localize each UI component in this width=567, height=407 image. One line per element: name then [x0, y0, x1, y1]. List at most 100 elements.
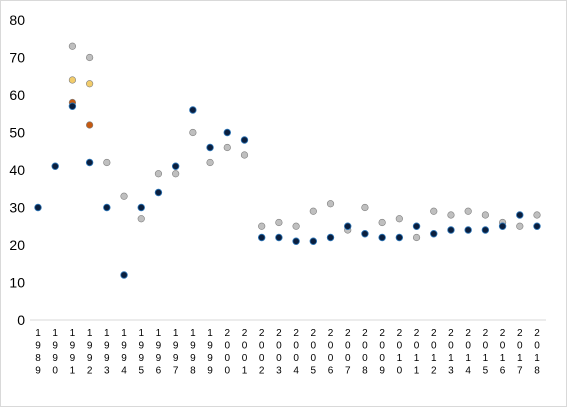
data-point-series-1: [378, 218, 386, 227]
data-point-series-4: [85, 158, 94, 167]
data-point-series-1: [223, 143, 231, 152]
y-tick-label: 20: [9, 237, 25, 253]
data-point-series-4: [498, 222, 507, 230]
y-tick-label: 30: [9, 200, 25, 216]
data-point-series-1: [430, 207, 438, 215]
y-tick-label: 80: [9, 12, 25, 28]
data-point-series-1: [516, 222, 524, 230]
data-point-series-4: [344, 222, 352, 230]
x-axis-ticks: 1 9 8 9 1 9 9 0 1 9 9 1 1 9 9 2 1 9 9 3 1 9 9 4 1 9 9 5 1 9 9 6 1 9 9 7 1 9 9 8…: [35, 328, 540, 377]
data-point-series-1: [154, 170, 163, 178]
data-point-series-4: [361, 230, 369, 238]
data-point-series-4: [206, 143, 214, 152]
data-point-series-4: [120, 271, 128, 279]
data-point-series-4: [533, 222, 541, 230]
data-point-series-1: [68, 42, 77, 50]
data-point-series-4: [240, 136, 249, 144]
data-point-series-1: [395, 215, 403, 223]
data-point-series-4: [257, 233, 266, 242]
data-point-series-4: [51, 162, 59, 170]
data-point-series-4: [171, 162, 180, 170]
data-point-series-4: [275, 233, 283, 242]
data-point-series-4: [309, 237, 318, 245]
y-tick-label: 60: [9, 87, 25, 103]
data-point-series-1: [258, 222, 266, 230]
data-point-series-1: [533, 211, 541, 219]
data-point-series-4: [154, 188, 163, 197]
data-point-series-1: [103, 158, 111, 167]
y-tick-label: 50: [9, 125, 25, 141]
data-points: [34, 42, 541, 279]
data-point-series-1: [86, 53, 94, 62]
y-tick-label: 70: [9, 50, 25, 66]
y-tick-label: 40: [9, 162, 25, 178]
data-point-series-4: [223, 128, 231, 137]
data-point-series-2: [68, 76, 77, 84]
data-point-series-1: [240, 151, 249, 159]
data-point-series-2: [86, 80, 94, 88]
data-point-series-4: [103, 203, 111, 212]
data-point-series-1: [172, 170, 180, 178]
data-point-series-1: [189, 128, 197, 137]
data-point-series-1: [464, 207, 472, 215]
y-tick-label: 10: [9, 275, 25, 291]
data-point-series-4: [378, 233, 386, 242]
data-point-series-1: [361, 203, 369, 212]
data-point-series-4: [430, 230, 438, 238]
data-point-series-1: [412, 233, 421, 242]
data-point-series-1: [275, 218, 283, 227]
data-point-series-4: [412, 222, 421, 230]
data-point-series-4: [447, 226, 455, 234]
data-point-series-4: [68, 102, 77, 110]
data-point-series-1: [137, 215, 145, 223]
data-point-series-4: [292, 237, 300, 245]
y-axis-ticks: 0 10 20 30 40 50 60 70 80: [9, 12, 25, 328]
data-point-series-1: [206, 158, 214, 167]
data-point-series-3: [86, 121, 94, 129]
data-point-series-1: [309, 207, 317, 215]
data-point-series-4: [481, 226, 490, 234]
data-point-series-4: [464, 226, 472, 234]
data-point-series-4: [137, 203, 145, 212]
data-point-series-1: [326, 200, 335, 208]
y-tick-label: 0: [17, 312, 25, 328]
data-point-series-1: [481, 211, 489, 219]
data-point-series-4: [189, 106, 197, 114]
data-point-series-4: [34, 203, 42, 212]
data-point-series-1: [120, 192, 128, 200]
data-point-series-4: [395, 233, 404, 242]
data-point-series-4: [516, 211, 524, 219]
